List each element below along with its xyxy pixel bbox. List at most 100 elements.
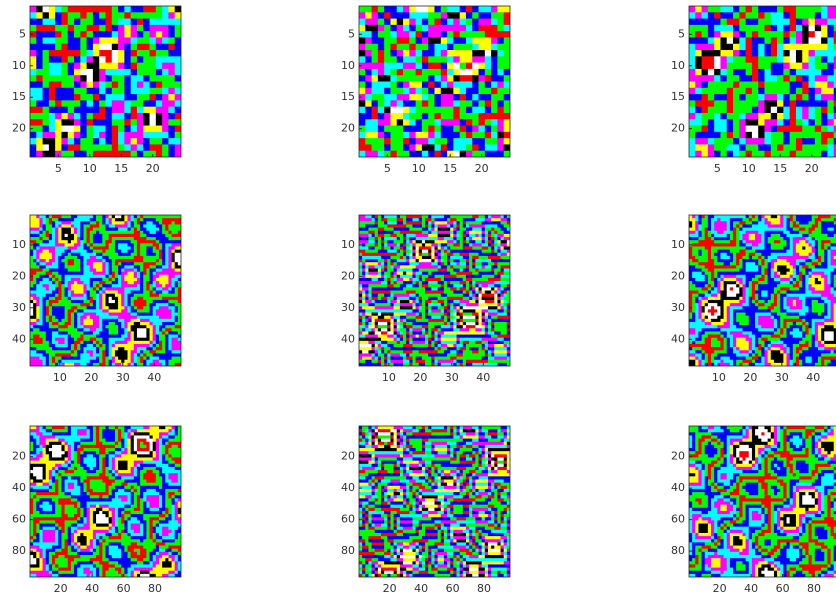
image-cell (124, 303, 128, 307)
image-cell (87, 119, 94, 126)
image-cell (128, 243, 132, 247)
image-cell (412, 313, 416, 317)
image-cell (175, 138, 182, 145)
image-cell (131, 275, 135, 279)
image-cell (394, 341, 398, 345)
image-cell (36, 243, 40, 247)
image-cell (90, 221, 94, 225)
image-cell (359, 44, 366, 51)
image-cell (372, 221, 376, 225)
image-cell (87, 82, 94, 89)
image-cell (790, 75, 797, 82)
image-cell (68, 75, 75, 82)
image-cell (137, 246, 141, 250)
image-cell (128, 344, 132, 348)
image-cell (727, 31, 734, 38)
image-cell (783, 126, 790, 133)
image-cell (375, 246, 379, 250)
image-cell (36, 347, 40, 351)
image-cell (115, 275, 119, 279)
image-cell (821, 82, 828, 89)
image-cell (428, 69, 435, 76)
image-cell (809, 82, 816, 89)
image-cell (46, 297, 50, 301)
image-cell (93, 262, 97, 266)
image-cell (58, 294, 62, 298)
image-cell (397, 300, 401, 304)
image-cell (134, 338, 138, 342)
image-cell (55, 268, 59, 272)
image-cell (87, 325, 91, 329)
image-cell (381, 328, 385, 332)
image-cell (140, 215, 144, 219)
image-cell (118, 291, 122, 295)
image-cell (115, 259, 119, 263)
image-cell (118, 306, 122, 310)
image-cell (441, 31, 448, 38)
image-cell (172, 360, 176, 364)
image-cell (365, 126, 372, 133)
image-cell (447, 75, 454, 82)
image-cell (397, 12, 404, 19)
image-cell (131, 303, 135, 307)
image-cell (397, 94, 404, 101)
image-cell (156, 360, 160, 364)
image-cell (720, 119, 727, 126)
image-cell (55, 357, 59, 361)
image-cell (397, 75, 404, 82)
image-cell (118, 215, 122, 219)
image-cell (497, 94, 504, 101)
image-cell (403, 278, 407, 282)
image-cell (49, 75, 56, 82)
image-cell (43, 331, 47, 335)
image-cell (43, 313, 47, 317)
image-cell (378, 119, 385, 126)
image-cell (93, 82, 100, 89)
image-cell (90, 319, 94, 323)
image-cell (708, 25, 715, 32)
image-cell (96, 360, 100, 364)
image-cell (77, 294, 81, 298)
image-cell (115, 224, 119, 228)
image-cell (689, 44, 696, 51)
image-cell (394, 240, 398, 244)
y-tick-label: 20 (12, 122, 26, 135)
image-cell (118, 350, 122, 354)
image-cell (375, 331, 379, 335)
image-cell (368, 300, 372, 304)
image-cell (146, 218, 150, 222)
image-cell (375, 341, 379, 345)
image-cell (387, 259, 391, 263)
image-cell (175, 56, 182, 63)
image-cell (409, 297, 413, 301)
image-cell (106, 331, 110, 335)
image-cell (93, 319, 97, 323)
image-cell (387, 294, 391, 298)
image-cell (827, 63, 834, 70)
image-cell (406, 218, 410, 222)
image-cell (400, 237, 404, 241)
image-cell (162, 344, 166, 348)
image-cell (384, 69, 391, 76)
image-cell (109, 215, 113, 219)
image-cell (71, 328, 75, 332)
image-cell (479, 100, 486, 107)
image-cell (134, 303, 138, 307)
image-cell (43, 360, 47, 364)
image-cell (175, 94, 182, 101)
image-cell (106, 144, 113, 151)
image-cell (36, 357, 40, 361)
image-cell (112, 107, 119, 114)
image-texture (30, 6, 181, 157)
image-cell (159, 250, 163, 254)
image-cell (416, 69, 423, 76)
image-cell (137, 265, 141, 269)
image-cell (409, 347, 413, 351)
image-cell (394, 250, 398, 254)
image-cell (74, 300, 78, 304)
image-cell (102, 253, 106, 257)
image-cell (397, 344, 401, 348)
image-cell (30, 265, 34, 269)
image-cell (156, 50, 163, 57)
image-cell (796, 82, 803, 89)
